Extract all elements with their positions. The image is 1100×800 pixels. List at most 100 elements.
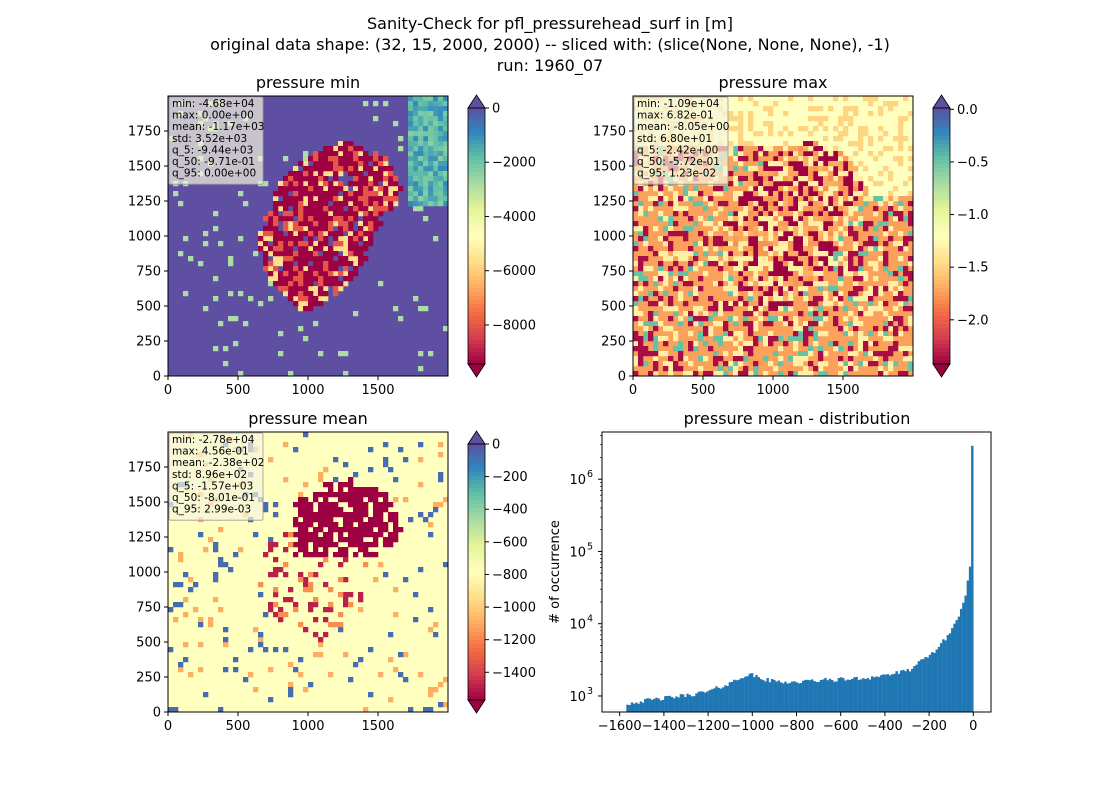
colorbar-segment bbox=[933, 352, 950, 357]
colorbar-segment bbox=[468, 592, 485, 597]
panel-title: pressure min bbox=[256, 73, 360, 92]
heatmap-cells bbox=[408, 186, 414, 192]
y-tick-label: 1500 bbox=[128, 496, 161, 511]
heatmap-cells bbox=[173, 432, 449, 713]
colorbar-segment bbox=[468, 472, 485, 477]
histogram-bar bbox=[895, 671, 898, 712]
histogram-bar bbox=[750, 673, 754, 712]
colorbar-segment bbox=[468, 312, 485, 317]
heatmap-cells bbox=[408, 141, 444, 187]
heatmap-cells bbox=[423, 191, 429, 197]
heatmap-cells bbox=[418, 171, 424, 177]
colorbar-segment bbox=[468, 628, 485, 633]
histogram-bar bbox=[632, 703, 636, 712]
histogram-bar bbox=[706, 691, 709, 712]
heatmap-cells bbox=[413, 131, 449, 162]
colorbar-segment bbox=[933, 180, 950, 185]
colorbar-segment bbox=[468, 624, 485, 629]
colorbar-segment bbox=[468, 672, 485, 677]
heatmap-cells bbox=[803, 246, 809, 252]
colorbar-segment bbox=[933, 128, 950, 133]
colorbar-segment bbox=[468, 588, 485, 593]
histogram-bar bbox=[797, 683, 801, 712]
colorbar-segment bbox=[468, 360, 485, 365]
histogram-bar bbox=[935, 649, 938, 712]
histogram-bar bbox=[884, 674, 887, 712]
histogram-bar bbox=[713, 688, 716, 712]
heatmap-image bbox=[633, 96, 914, 377]
colorbar-segment bbox=[468, 528, 485, 533]
histogram-bar bbox=[704, 692, 707, 712]
heatmap-cells bbox=[423, 161, 429, 167]
histogram-bar bbox=[635, 702, 638, 712]
panel-title: pressure max bbox=[718, 73, 827, 92]
x-tick-label: −600 bbox=[823, 719, 859, 734]
colorbar-segment bbox=[933, 332, 950, 337]
colorbar-segment bbox=[468, 188, 485, 193]
y-tick-label: 0 bbox=[153, 370, 161, 385]
heatmap-cells bbox=[428, 201, 434, 207]
histogram-bar bbox=[922, 659, 925, 712]
y-tick-label: 1750 bbox=[128, 461, 161, 476]
colorbar-segment bbox=[933, 232, 950, 237]
colorbar-segment bbox=[933, 320, 950, 325]
colorbar-segment bbox=[933, 236, 950, 241]
colorbar-segment bbox=[468, 184, 485, 189]
heatmap-cells bbox=[813, 156, 834, 267]
histogram-bar bbox=[853, 677, 856, 712]
colorbar-segment bbox=[933, 112, 950, 117]
colorbar-segment bbox=[468, 656, 485, 661]
colorbar-segment bbox=[468, 616, 485, 621]
colorbar-segment bbox=[468, 228, 485, 233]
stats-line: min: -4.68e+04 bbox=[172, 98, 255, 110]
histogram-bar bbox=[946, 635, 950, 712]
histogram-bar bbox=[968, 566, 972, 712]
heatmap-cells bbox=[418, 111, 424, 117]
stats-line: q_50: -8.01e-01 bbox=[172, 492, 255, 504]
heatmap-cells bbox=[443, 161, 449, 167]
colorbar-segment bbox=[468, 208, 485, 213]
y-tick-label: 750 bbox=[136, 601, 161, 616]
histogram-bar bbox=[839, 677, 843, 712]
colorbar-segment bbox=[468, 280, 485, 285]
histogram-bar bbox=[735, 680, 738, 712]
heatmap-cells bbox=[428, 161, 434, 167]
histogram-bar bbox=[748, 673, 752, 712]
histogram-bar bbox=[813, 681, 816, 712]
colorbar: 0 −200 −400 −600 −800 −1000 −1200 −1400 bbox=[467, 430, 536, 714]
colorbar-tick-label: 0 bbox=[492, 102, 500, 117]
histogram-bar bbox=[899, 670, 903, 712]
colorbar-segment bbox=[468, 684, 485, 689]
colorbar-segment bbox=[468, 212, 485, 217]
colorbar-segment bbox=[468, 564, 485, 569]
histogram-bar bbox=[701, 691, 705, 712]
histogram-bar bbox=[937, 646, 941, 712]
histogram-bar bbox=[693, 696, 696, 712]
colorbar-segment bbox=[468, 288, 485, 293]
heatmap-cells bbox=[418, 131, 429, 142]
colorbar-segment bbox=[468, 468, 485, 473]
heatmap-cells bbox=[293, 477, 404, 558]
colorbar-segment bbox=[933, 360, 950, 365]
histogram-bar bbox=[784, 681, 787, 712]
histogram-bar bbox=[641, 702, 645, 712]
colorbar-segment bbox=[468, 320, 485, 325]
heatmap-cells bbox=[423, 176, 434, 192]
heatmap-cells bbox=[418, 116, 424, 122]
histogram-bar bbox=[879, 675, 883, 712]
colorbar-segment bbox=[468, 540, 485, 545]
heatmap-cells bbox=[418, 166, 424, 172]
histogram-bar bbox=[768, 682, 772, 712]
histogram-bar bbox=[659, 700, 663, 712]
colorbar-segment bbox=[468, 328, 485, 333]
histogram-bar bbox=[639, 701, 643, 712]
heatmap-cells bbox=[833, 221, 839, 227]
colorbar-segment bbox=[933, 344, 950, 349]
colorbar-segment bbox=[468, 356, 485, 361]
heatmap-cells bbox=[408, 126, 414, 132]
histogram-bar bbox=[726, 685, 729, 712]
colorbar-segment bbox=[468, 556, 485, 561]
colorbar-segment bbox=[468, 164, 485, 169]
heatmap-cells bbox=[418, 146, 424, 152]
